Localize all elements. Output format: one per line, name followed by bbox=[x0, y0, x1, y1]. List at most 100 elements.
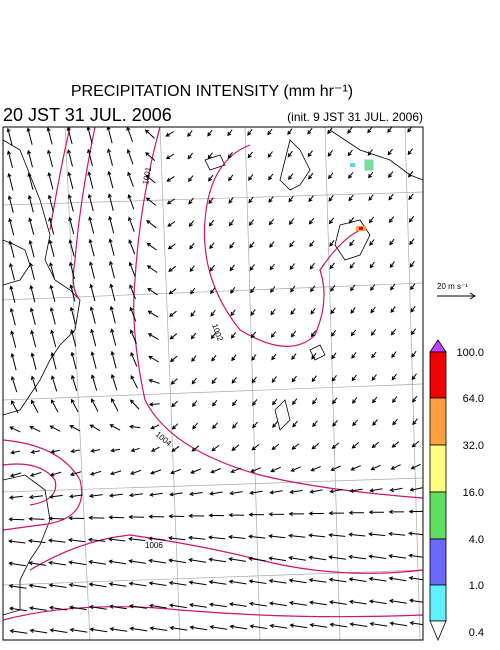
wind-arrow bbox=[148, 378, 160, 384]
wind-arrow bbox=[288, 578, 307, 584]
wind-arrow bbox=[170, 468, 182, 475]
wind-arrow bbox=[248, 219, 255, 226]
wind-arrow bbox=[168, 536, 186, 541]
wind-arrow bbox=[288, 600, 307, 606]
colorbar bbox=[429, 339, 447, 642]
wind-arrow bbox=[68, 516, 85, 521]
wind-arrow bbox=[68, 582, 87, 588]
wind-arrow bbox=[190, 468, 202, 474]
wind-arrow bbox=[331, 375, 337, 382]
wind-arrow bbox=[48, 516, 65, 521]
wind-arrow bbox=[145, 174, 156, 184]
wind-arrow bbox=[311, 375, 317, 383]
wind-arrow bbox=[28, 606, 47, 611]
wind-arrow bbox=[130, 374, 138, 389]
wind-arrow bbox=[328, 555, 347, 560]
wind-arrow bbox=[108, 582, 127, 587]
contour-label: 1002 bbox=[210, 323, 225, 343]
wind-arrow bbox=[67, 149, 73, 167]
wind-arrow bbox=[66, 127, 73, 145]
wind-arrow bbox=[90, 328, 97, 347]
wind-arrow bbox=[388, 193, 394, 201]
wind-arrow bbox=[329, 240, 335, 247]
wind-arrow bbox=[267, 128, 273, 136]
wind-arrow bbox=[268, 196, 274, 203]
wind-arrow bbox=[187, 152, 193, 160]
wind-arrow bbox=[291, 375, 297, 383]
wind-arrow bbox=[28, 561, 47, 566]
wind-arrow bbox=[389, 621, 408, 627]
wind-arrow bbox=[169, 355, 178, 363]
wind-arrow bbox=[28, 516, 45, 522]
wind-arrow bbox=[29, 472, 42, 477]
wind-arrow bbox=[69, 261, 75, 280]
wind-arrow bbox=[372, 419, 378, 426]
wind-arrow bbox=[368, 599, 387, 605]
wind-arrow bbox=[332, 397, 338, 405]
wind-arrow bbox=[308, 172, 314, 180]
wind-arrow bbox=[371, 374, 377, 381]
wind-arrow bbox=[48, 583, 67, 588]
wind-arrow bbox=[10, 375, 18, 393]
wind-arrow bbox=[129, 424, 141, 429]
wind-arrow bbox=[10, 450, 21, 455]
wind-arrow bbox=[210, 309, 216, 317]
wind-arrow bbox=[230, 309, 236, 317]
wind-arrow bbox=[107, 193, 114, 211]
wind-arrow bbox=[7, 539, 26, 544]
wind-arrow bbox=[350, 284, 356, 292]
wind-arrow bbox=[371, 441, 380, 449]
wind-arrow bbox=[188, 580, 207, 586]
wind-arrow bbox=[308, 533, 326, 538]
wind-arrow bbox=[189, 491, 203, 496]
wind-arrow bbox=[8, 561, 27, 567]
wind-arrow bbox=[91, 398, 99, 412]
graticule bbox=[3, 127, 423, 640]
wind-arrow bbox=[69, 627, 88, 633]
wind-arrow bbox=[391, 441, 400, 448]
wind-arrow bbox=[51, 399, 59, 413]
wind-arrow bbox=[50, 449, 61, 454]
wind-arrow bbox=[211, 445, 220, 452]
wind-arrow bbox=[129, 399, 140, 410]
wind-arrow bbox=[28, 239, 35, 258]
wind-arrow bbox=[209, 491, 223, 496]
wind-arrow bbox=[49, 306, 56, 325]
wind-arrow bbox=[29, 284, 36, 303]
wind-arrow bbox=[47, 149, 53, 168]
wind-arrow bbox=[248, 579, 267, 584]
wind-arrow bbox=[129, 626, 148, 632]
wind-arrow bbox=[249, 490, 263, 495]
wind-arrow bbox=[267, 151, 273, 158]
wind-arrow bbox=[247, 151, 253, 159]
wind-arrow bbox=[288, 173, 294, 181]
wind-arrow bbox=[9, 262, 15, 281]
wind-arrow bbox=[110, 350, 117, 369]
wind-arrow bbox=[331, 352, 337, 360]
wind-arrow bbox=[108, 515, 125, 520]
wind-arrow bbox=[89, 261, 95, 279]
wind-arrow bbox=[350, 465, 361, 471]
reference-arrow bbox=[437, 292, 476, 300]
wind-arrow bbox=[145, 152, 156, 161]
colorbar-swatch bbox=[429, 491, 447, 540]
wind-arrow bbox=[168, 558, 187, 564]
wind-arrow bbox=[368, 554, 387, 559]
wind-arrow bbox=[168, 288, 177, 295]
wind-arrow bbox=[129, 306, 137, 322]
wind-arrow bbox=[228, 557, 247, 562]
wind-arrow bbox=[349, 262, 355, 269]
wind-arrow bbox=[68, 494, 83, 499]
wind-arrow bbox=[189, 625, 208, 631]
wind-arrow bbox=[268, 218, 275, 226]
wind-arrow bbox=[269, 241, 275, 248]
wind-arrow bbox=[146, 242, 157, 251]
wind-arrow bbox=[367, 127, 373, 134]
colorbar-label: 4.0 bbox=[469, 534, 484, 546]
wind-arrow bbox=[89, 283, 96, 302]
wind-arrow bbox=[349, 488, 363, 493]
wind-arrow bbox=[30, 352, 37, 370]
wind-arrow bbox=[310, 330, 317, 338]
wind-arrow bbox=[327, 127, 333, 135]
